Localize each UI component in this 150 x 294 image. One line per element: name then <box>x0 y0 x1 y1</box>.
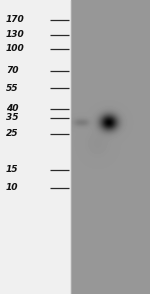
Text: 40: 40 <box>6 104 18 113</box>
Text: 170: 170 <box>6 16 25 24</box>
Text: 25: 25 <box>6 129 18 138</box>
Text: 70: 70 <box>6 66 18 75</box>
Text: 35: 35 <box>6 113 18 122</box>
Bar <box>70 0 150 294</box>
Text: 55: 55 <box>6 84 18 93</box>
Text: 10: 10 <box>6 183 18 192</box>
Text: 100: 100 <box>6 44 25 53</box>
Text: 15: 15 <box>6 166 18 174</box>
Bar <box>0 0 70 294</box>
Text: 130: 130 <box>6 30 25 39</box>
